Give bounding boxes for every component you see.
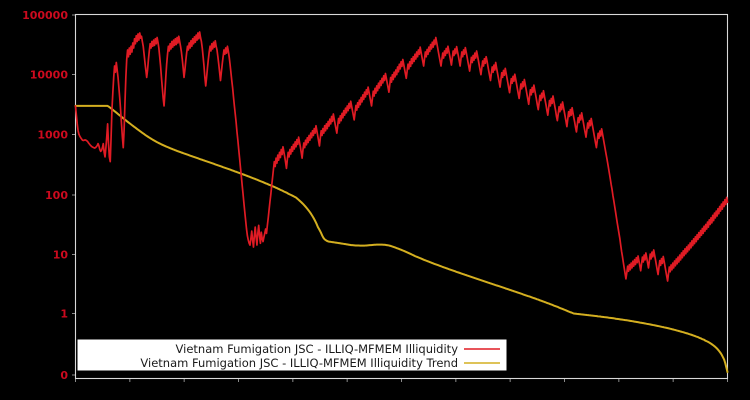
series-line-illiquidity [74, 31, 729, 282]
plot-area-frame [74, 13, 729, 380]
legend-label: Vietnam Fumigation JSC - ILLIQ-MFMEM Ill… [176, 342, 459, 356]
y-axis-tick-label: 100000 [22, 9, 68, 22]
chart-legend[interactable]: Vietnam Fumigation JSC - ILLIQ-MFMEM Ill… [77, 339, 507, 371]
x-axis-tick-marks [75, 378, 728, 382]
y-axis-tick-label: 0 [60, 369, 68, 382]
series-line-illiquidity-trend [74, 104, 729, 374]
y-axis-tick-label: 1 [60, 308, 68, 321]
y-axis-tick-label: 1000 [37, 129, 68, 142]
data-series-group [74, 31, 729, 374]
y-axis-tick-label: 10000 [30, 69, 69, 82]
y-axis-tick-label: 100 [45, 189, 68, 202]
y-axis-tick-label: 10 [53, 249, 69, 262]
legend-background [77, 339, 507, 371]
y-axis-tick-marks [72, 14, 76, 376]
legend-label: Vietnam Fumigation JSC - ILLIQ-MFMEM Ill… [140, 356, 458, 370]
